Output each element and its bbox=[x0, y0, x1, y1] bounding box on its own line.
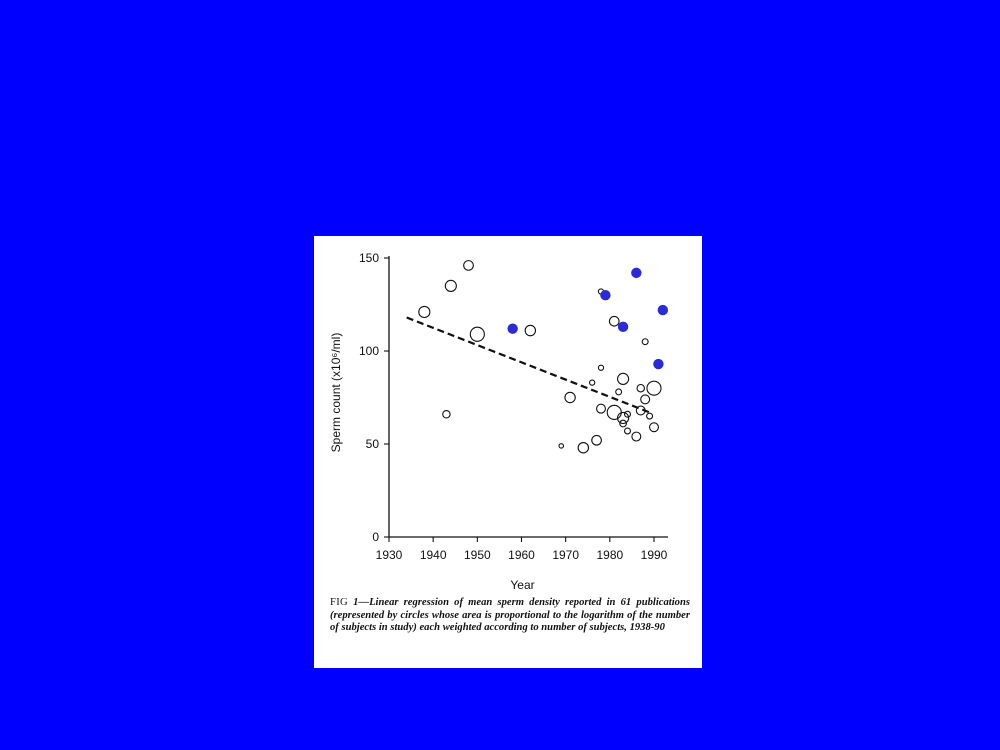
x-tick-label: 1940 bbox=[420, 548, 447, 562]
study-point bbox=[649, 422, 659, 433]
study-point bbox=[623, 410, 632, 418]
study-point bbox=[646, 380, 662, 396]
x-tick-label: 1990 bbox=[641, 548, 668, 562]
highlighted-point bbox=[653, 358, 664, 370]
axes bbox=[388, 256, 668, 538]
x-axis-title: Year bbox=[510, 578, 534, 592]
study-point bbox=[596, 403, 606, 414]
study-point bbox=[442, 409, 451, 419]
highlighted-point bbox=[507, 323, 518, 334]
study-point bbox=[623, 427, 632, 435]
study-point bbox=[646, 412, 654, 420]
x-tick-label: 1950 bbox=[464, 548, 491, 562]
figure-panel: 1930 1940 1950 1960 1970 1980 1990 0 50 100 150 Ye… bbox=[314, 236, 702, 668]
x-tick-label: 1970 bbox=[552, 548, 579, 562]
study-point bbox=[635, 405, 646, 416]
study-point bbox=[591, 434, 602, 446]
x-tick-label: 1930 bbox=[376, 548, 403, 562]
highlighted-point bbox=[600, 290, 611, 301]
caption-text: 1—Linear regression of mean sperm densit… bbox=[330, 597, 690, 633]
study-point bbox=[589, 379, 596, 386]
study-point bbox=[444, 279, 457, 293]
highlighted-point bbox=[631, 267, 642, 279]
study-point bbox=[463, 260, 474, 271]
study-point bbox=[418, 305, 431, 319]
highlighted-point bbox=[617, 321, 629, 333]
study-point bbox=[524, 324, 537, 337]
study-point bbox=[606, 404, 622, 420]
study-point bbox=[616, 372, 630, 385]
x-tick-label: 1960 bbox=[508, 548, 535, 562]
data-points bbox=[418, 260, 669, 454]
y-tick-label: 50 bbox=[366, 437, 380, 451]
study-point bbox=[636, 383, 645, 393]
y-tick-label: 100 bbox=[359, 344, 379, 358]
regression-line bbox=[406, 316, 650, 414]
x-tick-label: 1980 bbox=[596, 548, 623, 562]
study-point bbox=[619, 419, 627, 428]
study-point bbox=[631, 431, 642, 442]
regression-layer bbox=[406, 316, 650, 414]
y-tick-label: 0 bbox=[372, 530, 379, 544]
highlighted-point bbox=[657, 304, 669, 316]
study-point bbox=[597, 364, 605, 371]
study-point bbox=[577, 441, 590, 454]
figure-caption: FIG 1—Linear regression of mean sperm de… bbox=[330, 597, 690, 635]
axis-ticks: 1930 1940 1950 1960 1970 1980 1990 0 50 100 150 bbox=[359, 251, 668, 562]
scatter-plot: 1930 1940 1950 1960 1970 1980 1990 0 50 100 150 Ye… bbox=[329, 251, 669, 592]
study-point bbox=[615, 388, 623, 396]
study-point bbox=[640, 394, 651, 405]
study-point bbox=[469, 326, 485, 342]
study-point bbox=[616, 411, 630, 425]
caption-label: FIG bbox=[330, 597, 348, 608]
y-tick-label: 150 bbox=[359, 251, 379, 265]
study-point bbox=[641, 338, 649, 346]
y-axis-title: Sperm count (x10⁶/ml) bbox=[329, 333, 343, 453]
study-point bbox=[558, 443, 565, 449]
study-point bbox=[564, 391, 576, 404]
study-point bbox=[608, 315, 620, 327]
